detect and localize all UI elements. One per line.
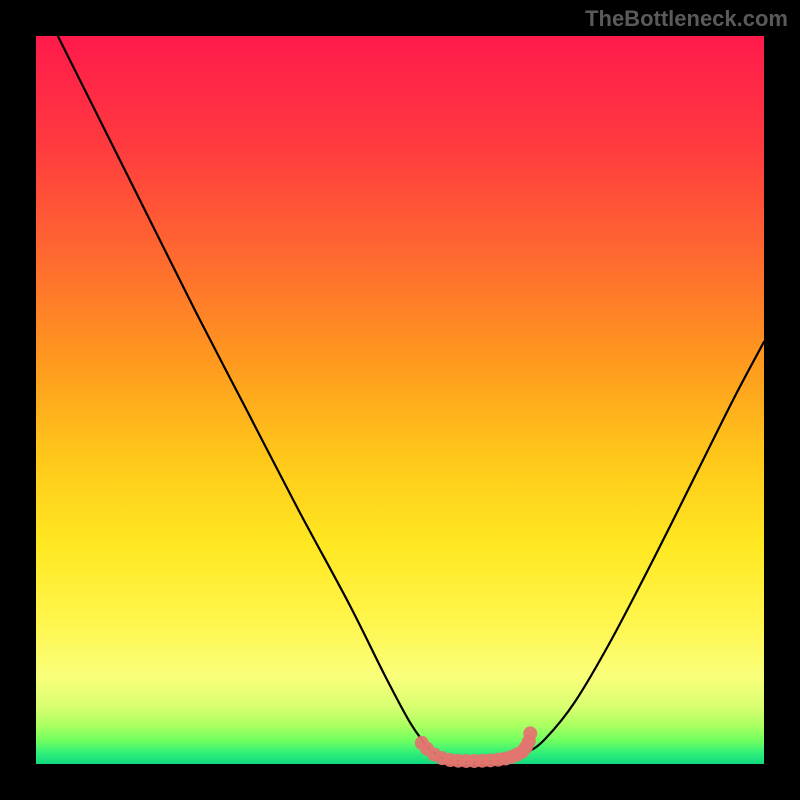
- gradient-background: [36, 36, 764, 764]
- watermark-text: TheBottleneck.com: [585, 6, 788, 32]
- chart-container: { "watermark": { "text": "TheBottleneck.…: [0, 0, 800, 800]
- optimal-point-marker: [523, 726, 537, 740]
- bottleneck-curve-chart: [0, 0, 800, 800]
